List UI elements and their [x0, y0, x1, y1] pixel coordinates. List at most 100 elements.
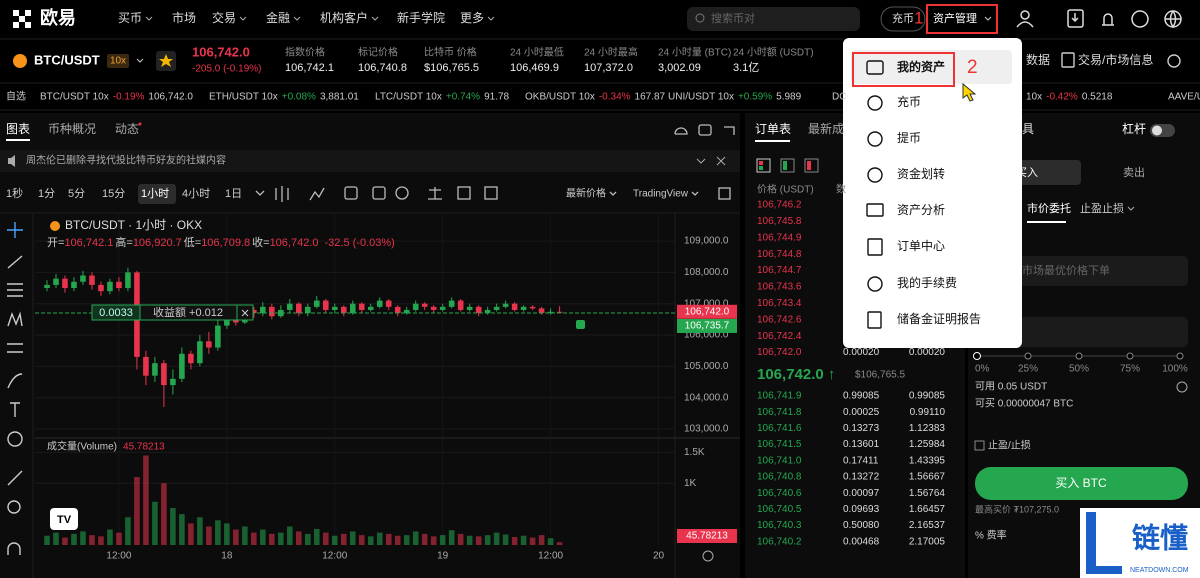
- y-tick-label: 106,000.0: [684, 330, 729, 341]
- legend-label: 开=: [47, 237, 64, 249]
- x-tick-label: 20: [653, 551, 665, 562]
- input-box[interactable]: [974, 256, 1188, 286]
- stat-value: 3.1亿: [733, 61, 759, 74]
- nav-icons: [1016, 9, 1182, 29]
- deposit-label: 充币: [892, 11, 914, 25]
- candle-body: [331, 306, 338, 310]
- volume-bar: [143, 455, 149, 545]
- nav-item[interactable]: 交易: [212, 10, 236, 25]
- nav-item[interactable]: 市场: [172, 10, 196, 25]
- ask-price: 106,743.4: [757, 298, 802, 309]
- menu-item[interactable]: 资产分析: [897, 203, 945, 217]
- volume-bar: [53, 532, 59, 545]
- menu-item[interactable]: 储备金证明报告: [897, 311, 981, 326]
- fav-price: 106,742.0: [148, 92, 193, 103]
- volume-bar: [466, 535, 473, 545]
- menu-item[interactable]: 订单中心: [897, 238, 945, 253]
- fav-price: 5.989: [776, 92, 801, 103]
- volume-bar: [125, 517, 131, 545]
- bid-total: 1.66457: [909, 504, 946, 515]
- volume-bar: [98, 536, 104, 545]
- plus-icon[interactable]: [1176, 381, 1188, 393]
- star-icon: [159, 54, 173, 67]
- timeframe: 1小时: [141, 187, 169, 200]
- book-tab: 最新成: [808, 121, 844, 136]
- caret: [487, 16, 495, 21]
- volume-bar: [556, 542, 563, 545]
- deposit-button[interactable]: [880, 6, 926, 32]
- chart-option: TradingView: [633, 189, 689, 200]
- buy-button[interactable]: [975, 467, 1188, 500]
- volume-bar: [80, 531, 86, 545]
- volume-bar: [304, 533, 311, 545]
- price-tag: [677, 318, 737, 333]
- candle-body: [269, 306, 275, 317]
- can-buy: 可买 0.00000047 BTC: [975, 398, 1073, 410]
- y-tick-label: 109,000.0: [684, 236, 729, 247]
- chart-header-icons: [674, 124, 735, 136]
- volume-bar: [89, 535, 95, 545]
- menu-item[interactable]: 我的手续费: [897, 275, 957, 290]
- candle-body: [430, 306, 437, 310]
- book-tab: 订单表: [755, 122, 791, 136]
- nav-item[interactable]: 新手学院: [397, 10, 445, 25]
- candle-body: [421, 303, 428, 307]
- search-box[interactable]: [687, 7, 860, 31]
- stat-label: 24 小时额 (USDT): [733, 46, 814, 59]
- percent: 50%: [1069, 364, 1089, 375]
- stat-label: 指数价格: [285, 46, 325, 59]
- tpsl: 止盈/止损: [988, 439, 1031, 452]
- bid-price: 106,741.5: [757, 439, 802, 450]
- legend-label: 低=: [184, 236, 201, 249]
- volume-bar: [520, 535, 527, 545]
- volume-bar: [385, 533, 392, 545]
- input-box[interactable]: [974, 317, 1188, 347]
- legend-label: 收=: [252, 235, 269, 249]
- y-tick-label: 1.5K: [684, 447, 705, 458]
- buy-button-label: 买入 BTC: [1055, 476, 1107, 490]
- menu-item[interactable]: 充币: [897, 94, 921, 109]
- stat-label: 24 小时最低: [510, 46, 564, 59]
- fav-price: 3,881.01: [320, 92, 359, 103]
- nav-item[interactable]: 机构客户: [320, 10, 368, 25]
- candle-body: [296, 303, 302, 314]
- fav-pair: AAVE/U: [1168, 92, 1200, 103]
- nav-item[interactable]: 金融: [266, 10, 290, 25]
- fav-pair: 10x: [1026, 92, 1042, 103]
- menu-icons: [866, 60, 884, 329]
- volume-bar: [448, 530, 455, 545]
- favorites-label: 自选: [6, 90, 26, 103]
- volume-bar: [412, 531, 419, 545]
- fav-price: 167.87: [635, 92, 666, 103]
- fav-price: 0.5218: [1082, 92, 1113, 103]
- menu-item[interactable]: 资金划转: [897, 166, 945, 181]
- candle-body: [80, 275, 86, 282]
- bid-total: 2.17005: [909, 536, 946, 547]
- caret: [984, 16, 992, 21]
- leverage-label: 杠杆: [1122, 121, 1146, 136]
- toolbar-icons: [255, 186, 731, 202]
- checkbox[interactable]: [974, 440, 985, 451]
- assets-label: 资产管理: [933, 11, 977, 25]
- bid-price: 106,741.6: [757, 423, 802, 434]
- volume-bar: [287, 526, 293, 545]
- x-tick-label: 12:00: [106, 551, 131, 562]
- bid-size: 0.50080: [843, 520, 880, 531]
- menu-item[interactable]: 提币: [897, 130, 921, 145]
- volume-bar: [484, 535, 491, 545]
- logo-icon: [13, 10, 31, 28]
- order-type: 止盈止损: [1080, 201, 1124, 215]
- candle-body: [224, 316, 230, 326]
- candle-body: [439, 306, 446, 310]
- nav-item[interactable]: 更多: [460, 11, 484, 25]
- y-tick-label: 103,000.0: [684, 424, 729, 435]
- notice-controls: [696, 156, 726, 166]
- bid-total: 1.56667: [909, 472, 946, 483]
- volume-bar: [242, 526, 248, 545]
- candle-body: [152, 363, 158, 376]
- menu-item[interactable]: 我的资产: [897, 59, 945, 74]
- bid-size: 0.00097: [843, 488, 880, 499]
- volume-bar: [403, 535, 410, 545]
- nav-item[interactable]: 买币: [118, 11, 142, 25]
